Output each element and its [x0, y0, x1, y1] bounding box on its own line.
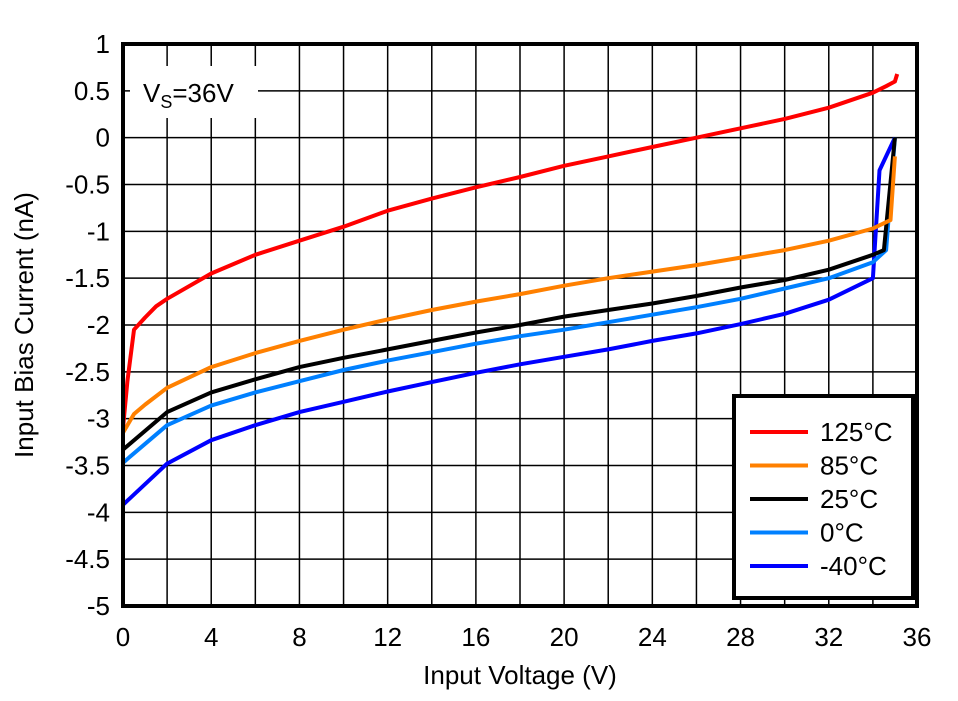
y-tick-label: -3.5	[65, 451, 110, 481]
y-tick-label: -3	[87, 404, 110, 434]
series-line-85°C	[121, 156, 897, 434]
x-tick-label: 4	[204, 622, 218, 652]
y-tick-label: 0.5	[74, 76, 110, 106]
y-tick-label: 0	[96, 123, 110, 153]
y-tick-label: -4.5	[65, 544, 110, 574]
x-tick-label: 20	[550, 622, 579, 652]
x-tick-label: 16	[461, 622, 490, 652]
series-line-0°C	[121, 137, 897, 465]
legend: 125°C 85°C25°C 0°C-40°C	[732, 394, 915, 600]
y-tick-label: -0.5	[65, 170, 110, 200]
y-tick-label: -1.5	[65, 263, 110, 293]
annotation-vs: VS=36V	[143, 78, 234, 112]
y-tick-label: -4	[87, 497, 110, 527]
x-axis-label: Input Voltage (V)	[423, 660, 617, 690]
x-tick-label: 24	[638, 622, 667, 652]
annotation-background	[130, 66, 258, 118]
legend-label: 125°C	[820, 417, 893, 447]
x-tick-label: 12	[373, 622, 402, 652]
y-tick-label: -1	[87, 216, 110, 246]
series-line-125°C	[121, 73, 900, 429]
legend-label: -40°C	[820, 551, 887, 581]
legend-label: 85°C	[820, 451, 878, 481]
legend-label: 25°C	[820, 484, 878, 514]
plot-frame	[121, 42, 919, 608]
tick-labels: 0 4 8 12 16 20 24 28 32 36 1 0.5 0 -0.5 -1 -1.5 -2 -2.5 -3…	[65, 29, 931, 652]
series-lines	[121, 73, 900, 507]
y-tick-label: -2	[87, 310, 110, 340]
series-line-25°C	[121, 137, 897, 452]
x-tick-label: 0	[116, 622, 130, 652]
y-tick-label: -5	[87, 591, 110, 621]
x-tick-label: 32	[814, 622, 843, 652]
x-tick-label: 8	[292, 622, 306, 652]
y-tick-label: 1	[96, 29, 110, 59]
y-tick-label: -2.5	[65, 357, 110, 387]
series-line--40°C	[121, 136, 897, 507]
legend-label: 0°C	[820, 518, 864, 548]
x-tick-label: 36	[903, 622, 932, 652]
y-axis-label: Input Bias Current (nA)	[9, 192, 39, 458]
x-tick-label: 28	[726, 622, 755, 652]
